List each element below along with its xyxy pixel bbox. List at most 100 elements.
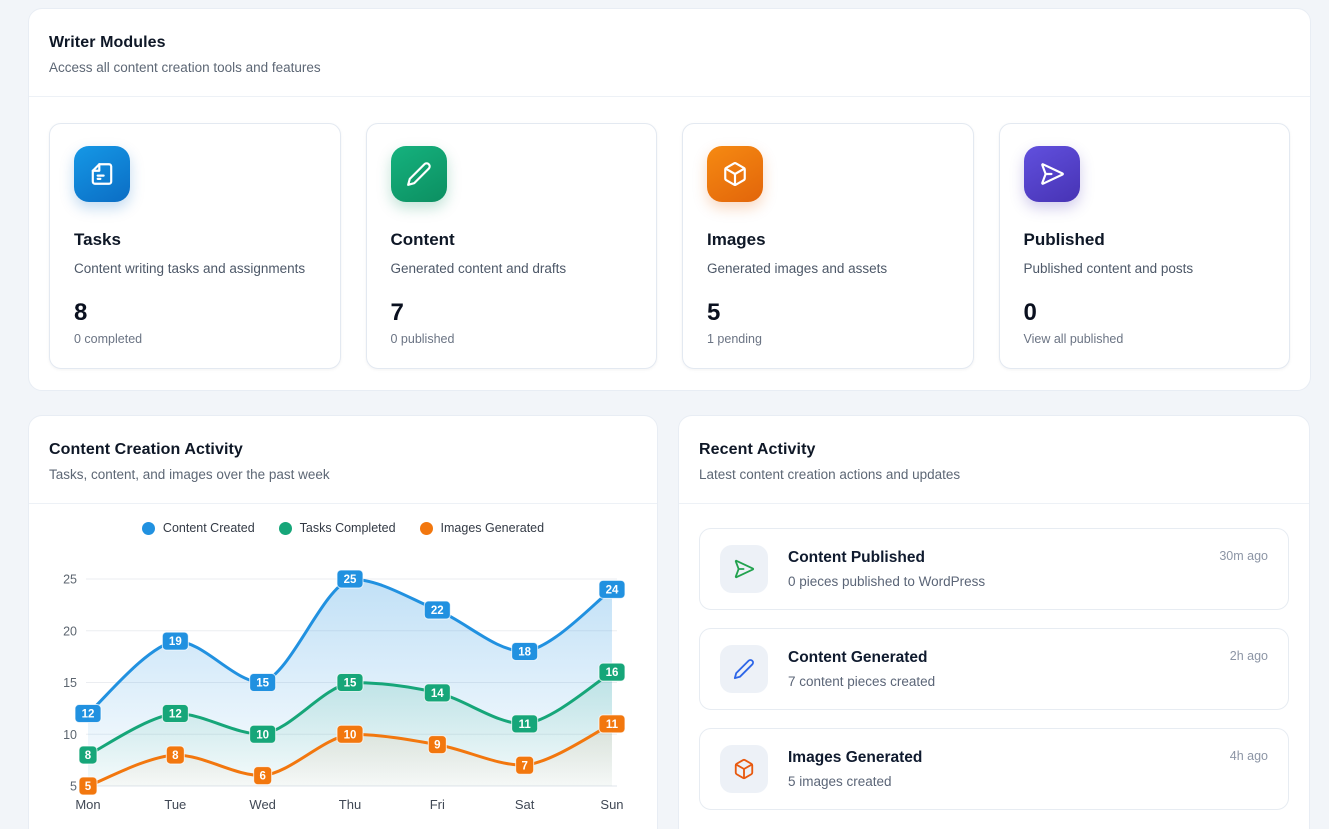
module-title: Tasks [74, 230, 121, 249]
svg-text:7: 7 [521, 760, 527, 772]
svg-text:12: 12 [82, 709, 95, 721]
activity-line-chart: 5 10 15 20 25 Mon Tue Wed Thu Fri Sat Sun 12 19 15 25 22… [63, 569, 626, 812]
activity-description: 0 pieces published to WordPress [788, 574, 986, 589]
legend-dot-orange [419, 521, 433, 535]
activity-timestamp: 4h ago [1229, 749, 1268, 763]
module-sub-label: 0 published [390, 331, 455, 346]
activity-icon-tile [720, 645, 768, 693]
module-count: 5 [707, 298, 721, 326]
module-description: Generated content and drafts [390, 261, 567, 276]
content-icon-tile [390, 146, 447, 202]
writer-modules-header: Writer Modules Access all content creati… [29, 9, 1310, 97]
svg-text:Wed: Wed [249, 797, 276, 812]
file-text-icon [91, 163, 113, 185]
legend-item-content-created[interactable]: Content Created [141, 521, 255, 535]
svg-text:Sat: Sat [515, 797, 535, 812]
svg-text:Tue: Tue [164, 797, 186, 812]
activity-icon-tile [720, 545, 768, 593]
writer-modules-panel: Writer Modules Access all content creati… [28, 8, 1311, 391]
writer-modules-subtitle: Access all content creation tools and fe… [49, 60, 321, 75]
svg-text:Sun: Sun [600, 797, 623, 812]
recent-activity-panel: Recent Activity Latest content creation … [678, 415, 1310, 829]
activity-title: Content Generated [788, 649, 928, 666]
module-card-images[interactable]: Images Generated images and assets 5 1 p… [682, 123, 974, 369]
svg-text:25: 25 [344, 574, 357, 586]
legend-label: Images Generated [440, 521, 545, 535]
legend-dot-green [278, 521, 292, 535]
module-count: 0 [1023, 298, 1037, 326]
pencil-icon [406, 162, 431, 186]
module-sub-label: 1 pending [707, 331, 762, 346]
svg-text:12: 12 [169, 709, 182, 721]
module-description: Published content and posts [1023, 261, 1194, 276]
module-card-content[interactable]: Content Generated content and drafts 7 0… [365, 123, 657, 369]
svg-text:8: 8 [85, 750, 92, 762]
legend-item-images-generated[interactable]: Images Generated [419, 521, 545, 535]
svg-text:9: 9 [434, 740, 440, 752]
content-creation-activity-panel: Content Creation Activity Tasks, content… [28, 415, 658, 829]
activity-item-content-published: Content Published 0 pieces published to … [699, 528, 1289, 610]
svg-text:19: 19 [169, 636, 182, 648]
svg-text:11: 11 [519, 719, 532, 731]
chart-panel-subtitle: Tasks, content, and images over the past… [49, 467, 330, 482]
module-title: Published [1023, 230, 1105, 249]
chart-legend: Content Created Tasks Completed Images G… [29, 519, 657, 537]
module-card-tasks[interactable]: Tasks Content writing tasks and assignme… [49, 123, 341, 369]
module-sub-label: View all published [1023, 331, 1124, 346]
module-sub-label: 0 completed [74, 331, 143, 346]
svg-text:6: 6 [259, 771, 265, 783]
activity-title: Images Generated [788, 749, 923, 766]
svg-text:22: 22 [431, 605, 444, 617]
module-count: 8 [74, 298, 88, 326]
cube-icon [724, 162, 746, 186]
images-icon-tile [707, 146, 763, 202]
pencil-icon [733, 659, 754, 680]
svg-text:15: 15 [63, 676, 77, 690]
module-count: 7 [390, 298, 404, 326]
svg-text:15: 15 [344, 678, 357, 690]
svg-text:Fri: Fri [430, 797, 445, 812]
tasks-icon-tile [74, 146, 130, 202]
svg-text:24: 24 [606, 584, 619, 596]
svg-text:25: 25 [63, 573, 77, 587]
activity-description: 7 content pieces created [788, 674, 936, 689]
svg-text:16: 16 [606, 667, 619, 679]
module-description: Generated images and assets [707, 261, 888, 276]
activity-list: Content Published 0 pieces published to … [679, 504, 1309, 829]
send-icon [1040, 163, 1064, 185]
module-title: Images [707, 230, 766, 249]
module-description: Content writing tasks and assignments [74, 261, 306, 276]
chart-panel-title: Content Creation Activity [49, 441, 243, 458]
svg-text:8: 8 [172, 750, 179, 762]
published-icon-tile [1023, 146, 1080, 202]
chart-panel-header: Content Creation Activity Tasks, content… [29, 416, 657, 504]
writer-modules-title: Writer Modules [49, 34, 166, 51]
legend-dot-blue [141, 521, 155, 535]
recent-activity-subtitle: Latest content creation actions and upda… [699, 467, 961, 482]
activity-timestamp: 30m ago [1219, 549, 1268, 563]
svg-text:Mon: Mon [75, 797, 100, 812]
activity-item-images-generated: Images Generated 5 images created 4h ago [699, 728, 1289, 810]
svg-text:10: 10 [256, 729, 269, 741]
legend-label: Tasks Completed [299, 521, 396, 535]
module-card-published[interactable]: Published Published content and posts 0 … [998, 123, 1290, 369]
activity-title: Content Published [788, 549, 925, 566]
svg-text:10: 10 [63, 728, 77, 742]
activity-item-content-generated: Content Generated 7 content pieces creat… [699, 628, 1289, 710]
cube-icon [734, 758, 754, 780]
svg-text:5: 5 [85, 781, 92, 793]
svg-text:18: 18 [518, 646, 531, 658]
legend-label: Content Created [162, 521, 255, 535]
svg-text:10: 10 [344, 729, 357, 741]
chart-body: Content Created Tasks Completed Images G… [29, 504, 657, 826]
activity-content: Images Generated 5 images created [788, 749, 1210, 789]
svg-text:11: 11 [606, 719, 619, 731]
legend-item-tasks-completed[interactable]: Tasks Completed [278, 521, 396, 535]
svg-text:20: 20 [63, 624, 77, 638]
svg-text:15: 15 [256, 678, 269, 690]
activity-icon-tile [720, 745, 768, 793]
module-title: Content [390, 230, 455, 249]
send-icon [734, 559, 755, 579]
activity-content: Content Generated 7 content pieces creat… [788, 649, 1210, 689]
svg-text:5: 5 [70, 780, 77, 794]
